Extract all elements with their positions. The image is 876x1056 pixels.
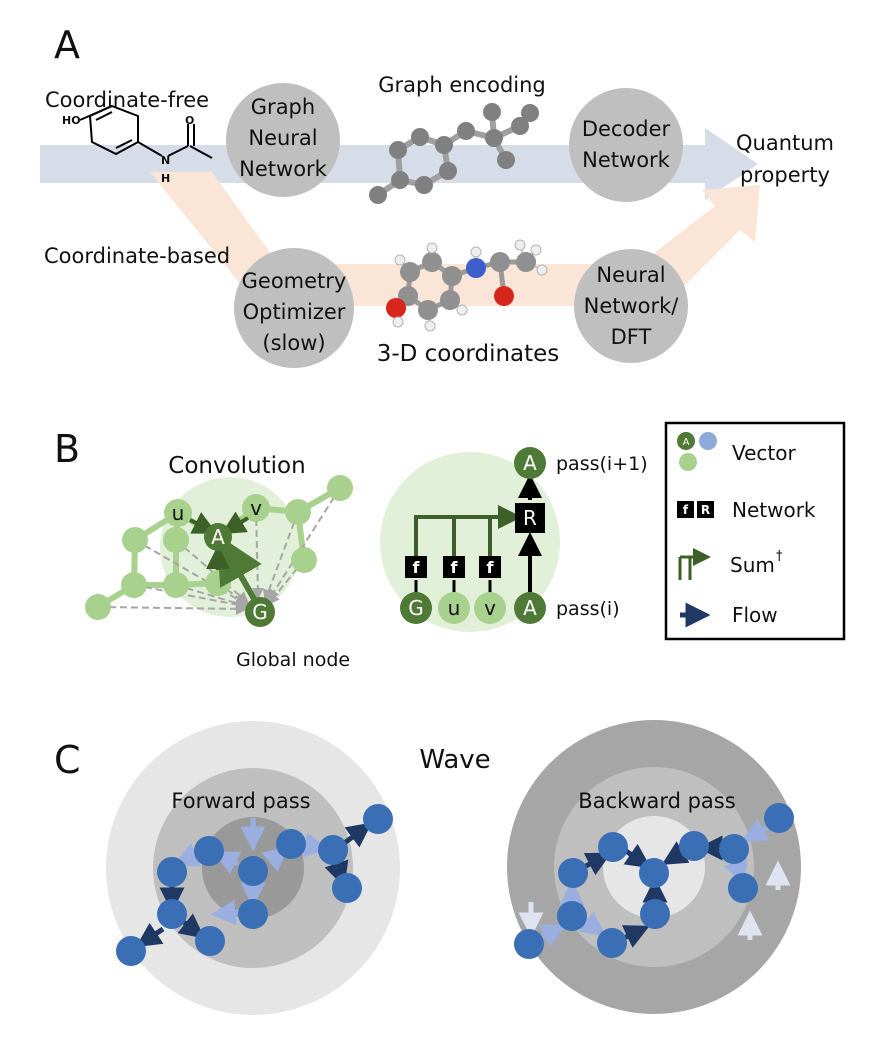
- legend-network-label: Network: [732, 498, 816, 522]
- backward-nodes: [514, 803, 794, 959]
- ball-stick-molecule: [386, 239, 548, 332]
- legend-vector-dark: [677, 432, 695, 450]
- r-box-label: R: [523, 506, 537, 530]
- gnn-line3: Network: [239, 157, 328, 181]
- geo-line1: Geometry: [242, 269, 347, 293]
- panel-b: B Convolution: [54, 421, 846, 671]
- panel-a-letter: A: [54, 23, 80, 67]
- nn-line2: Network/: [584, 294, 680, 318]
- legend-vector-light: [679, 453, 697, 471]
- legend-vector-blue: [699, 432, 717, 450]
- update-node-v-label: v: [484, 596, 496, 620]
- v-to-a-arrow: [221, 511, 250, 535]
- legend-sum-mark: †: [776, 549, 783, 564]
- gnn-line1: Graph: [251, 95, 315, 119]
- quantum-line1: Quantum: [736, 131, 834, 155]
- f-box-u: [443, 556, 465, 578]
- atom-n: N: [161, 154, 170, 167]
- geo-line2: Optimizer: [243, 300, 346, 324]
- update-node-g-label: G: [408, 596, 424, 620]
- nn-line1: Neural: [596, 263, 665, 287]
- update-node-a-in-label: A: [523, 596, 537, 620]
- nn-line3: DFT: [611, 325, 652, 349]
- update-node-a-out-label: A: [523, 451, 537, 475]
- legend-vector-label: Vector: [732, 441, 797, 465]
- forward-label: Forward pass: [171, 789, 310, 813]
- legend-sum-icon: [678, 548, 711, 580]
- f-box-g: [405, 556, 427, 578]
- node-g-label: G: [252, 600, 268, 624]
- legend-flow-label: Flow: [732, 603, 778, 627]
- legend: A Vector f R Network Sum † Flow: [664, 421, 846, 641]
- update-node-g: [400, 592, 432, 624]
- atom-ho: HO: [62, 114, 81, 127]
- node-a-label: A: [211, 525, 225, 549]
- wave-label: Wave: [419, 745, 490, 775]
- geometry-optimizer-circle: [234, 248, 354, 368]
- gnn-line2: Neural: [248, 126, 317, 150]
- legend-sum-label: Sum: [730, 553, 775, 577]
- graph-nodes: [85, 475, 353, 620]
- legend-f-box: [677, 501, 694, 518]
- pass-next-label: pass(i+1): [556, 453, 648, 475]
- legend-f-label: f: [683, 503, 689, 517]
- paracetamol-structure: [79, 104, 213, 159]
- node-u: [164, 499, 192, 527]
- node-a: [204, 523, 232, 551]
- coord-based-label: Coordinate-based: [44, 244, 230, 268]
- update-node-u: [438, 592, 470, 624]
- node-u-label: u: [172, 501, 185, 525]
- geo-line3: (slow): [262, 331, 325, 355]
- quantum-line2: property: [740, 163, 830, 187]
- update-node-v: [474, 592, 506, 624]
- panel-a: A HO N H O Coordinate-free Coordinate-ba…: [40, 23, 834, 368]
- update-node-a-in: [514, 592, 546, 624]
- node-v: [242, 494, 270, 522]
- atom-o: O: [185, 114, 194, 127]
- coord-free-label: Coordinate-free: [45, 88, 209, 112]
- nn-dft-circle: [574, 249, 688, 363]
- legend-r-label: R: [701, 503, 710, 517]
- r-box: [515, 503, 545, 533]
- decoder-line1: Decoder: [582, 117, 671, 141]
- panel-c-letter: C: [54, 738, 81, 782]
- graph-encoding-atoms: [369, 103, 539, 204]
- update-node-a-out: [514, 447, 546, 479]
- node-g: [245, 597, 275, 627]
- f-box-u-label: f: [451, 558, 459, 577]
- u-to-a-arrow: [189, 512, 218, 534]
- update-bg: [380, 452, 560, 632]
- f-box-v-label: f: [487, 558, 495, 577]
- sum-lines: [414, 515, 508, 557]
- panel-b-letter: B: [54, 427, 80, 471]
- convolution-label: Convolution: [168, 453, 305, 479]
- gnn-circle: [226, 83, 340, 197]
- legend-vector-a: A: [683, 437, 690, 448]
- atom-h: H: [161, 172, 170, 185]
- panel-c: C Wave Forward pass: [54, 720, 801, 1015]
- decoder-line2: Network: [582, 148, 671, 172]
- g-to-a-arrow: [217, 534, 262, 606]
- coords-3d-label: 3-D coordinates: [377, 341, 560, 367]
- decoder-circle: [569, 88, 683, 202]
- graph-encoding-label: Graph encoding: [378, 73, 546, 97]
- f-box-v: [479, 556, 501, 578]
- f-box-g-label: f: [413, 558, 421, 577]
- legend-r-box: [697, 501, 714, 518]
- forward-nodes: [116, 804, 393, 966]
- update-node-u-label: u: [448, 596, 461, 620]
- pass-cur-label: pass(i): [556, 598, 620, 620]
- backward-label: Backward pass: [578, 789, 735, 813]
- backward-edges-white: [518, 860, 791, 940]
- global-node-label: Global node: [236, 649, 350, 671]
- node-v-label: v: [250, 496, 262, 520]
